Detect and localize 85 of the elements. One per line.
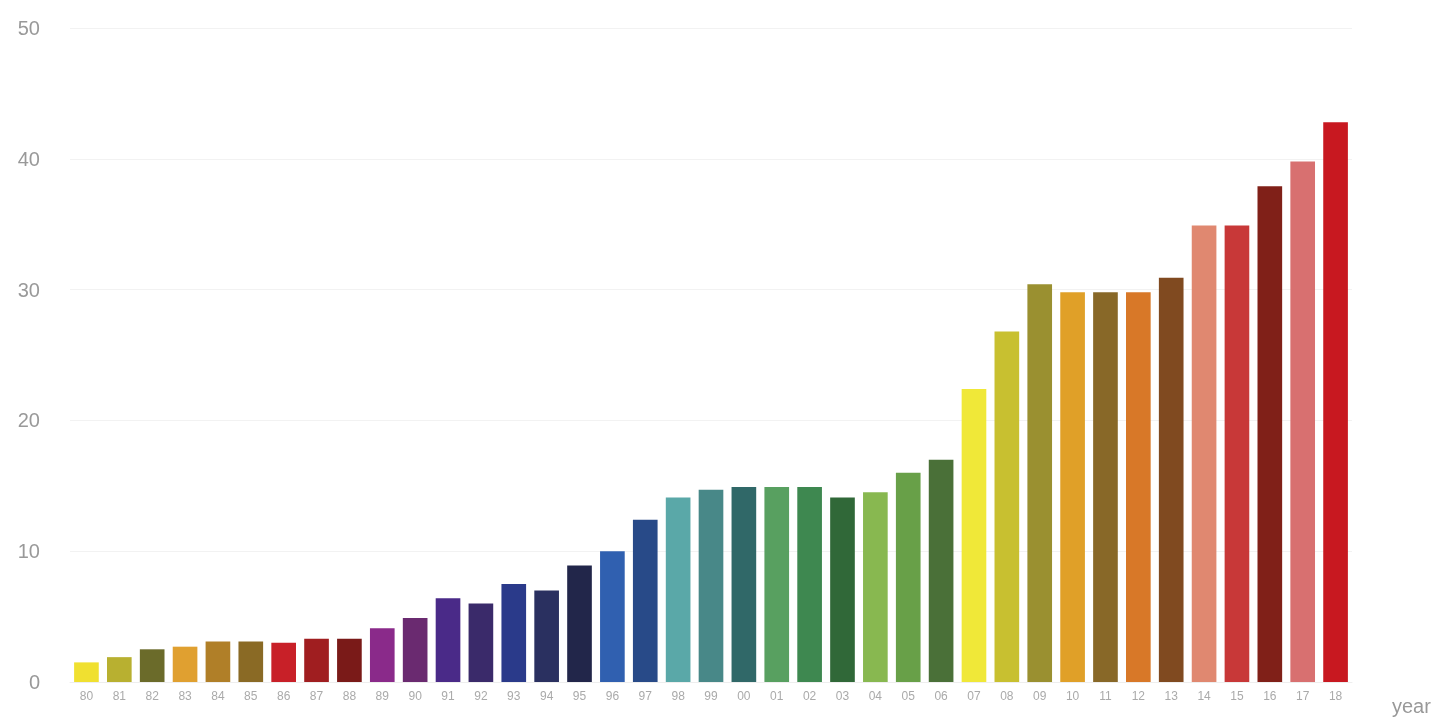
x-tick-label: 03 (835, 689, 850, 703)
x-tick-label: 96 (605, 689, 620, 703)
bar (369, 628, 395, 682)
x-tick-label: 05 (901, 689, 916, 703)
bar (994, 331, 1020, 682)
bar (632, 519, 658, 682)
bar (567, 565, 592, 682)
bar (534, 590, 559, 682)
bar (1093, 292, 1118, 682)
bar (830, 497, 855, 682)
bar (895, 472, 921, 682)
x-tick-label: 90 (408, 689, 423, 703)
x-tick-label: 13 (1164, 689, 1179, 703)
y-tick-label: 10 (17, 540, 40, 563)
x-tick-label: 16 (1263, 689, 1277, 703)
x-tick-label: 85 (244, 689, 258, 703)
bar (1126, 292, 1151, 682)
bar (304, 638, 329, 682)
x-tick-label: 08 (1000, 689, 1014, 703)
bar (468, 603, 494, 682)
bar (106, 657, 132, 682)
bar (1027, 284, 1053, 682)
bar (1323, 122, 1348, 682)
x-tick-label: 81 (112, 689, 127, 703)
x-tick-label: 00 (737, 689, 751, 703)
x-tick-label: 87 (309, 689, 324, 703)
x-tick-label: 86 (276, 689, 291, 703)
y-tick-label: 50 (17, 17, 40, 39)
bar (1158, 277, 1184, 682)
x-tick-label: 95 (572, 689, 587, 703)
bar (1224, 225, 1250, 682)
bar (74, 662, 99, 682)
bar (665, 497, 691, 682)
bar (139, 649, 165, 682)
bar (271, 642, 296, 682)
x-tick-label: 11 (1099, 689, 1113, 703)
bar (435, 598, 461, 682)
x-tick-label: 15 (1230, 689, 1244, 703)
bar (1060, 292, 1085, 682)
bar (1290, 161, 1316, 682)
x-tick-label: 10 (1065, 689, 1080, 703)
x-axis-title: year (1392, 695, 1432, 717)
bar (1191, 225, 1217, 682)
x-tick-label: 02 (802, 689, 817, 703)
bar (238, 641, 264, 682)
x-tick-label: 99 (704, 689, 718, 703)
x-tick-label: 17 (1296, 689, 1310, 703)
x-tick-label: 14 (1197, 689, 1212, 703)
x-tick-label: 01 (770, 689, 784, 703)
bar (961, 389, 987, 682)
x-tick-label: 89 (375, 689, 390, 703)
x-tick-label: 92 (474, 689, 488, 703)
x-tick-label: 98 (671, 689, 686, 703)
x-tick-label: 94 (539, 689, 554, 703)
bar (1257, 186, 1283, 682)
x-tick-label: 04 (868, 689, 883, 703)
bar (797, 487, 822, 682)
x-tick-label: 07 (967, 689, 981, 703)
bar (172, 646, 198, 682)
bar (731, 487, 757, 682)
bar (863, 492, 888, 682)
x-tick-label: 83 (178, 689, 193, 703)
y-tick-label: 30 (17, 278, 40, 301)
x-tick-label: 06 (934, 689, 949, 703)
bar (337, 638, 362, 682)
bar (501, 583, 527, 682)
x-tick-label: 09 (1033, 689, 1047, 703)
y-tick-label: 0 (28, 671, 40, 693)
bar (402, 617, 428, 682)
y-tick-label: 40 (17, 147, 40, 170)
x-tick-label: 97 (638, 689, 653, 703)
x-tick-label: 91 (441, 689, 456, 703)
bar (764, 487, 790, 682)
x-tick-label: 84 (211, 689, 225, 703)
x-tick-label: 18 (1328, 689, 1343, 703)
x-tick-label: 82 (145, 689, 160, 703)
x-tick-label: 12 (1131, 689, 1146, 703)
x-tick-label: 93 (507, 689, 521, 703)
bar (928, 459, 954, 682)
x-tick-label: 80 (79, 689, 94, 703)
y-tick-label: 20 (17, 409, 40, 432)
x-tick-label: 88 (342, 689, 357, 703)
bar (600, 551, 625, 682)
bar (205, 641, 231, 682)
bar (698, 489, 724, 682)
